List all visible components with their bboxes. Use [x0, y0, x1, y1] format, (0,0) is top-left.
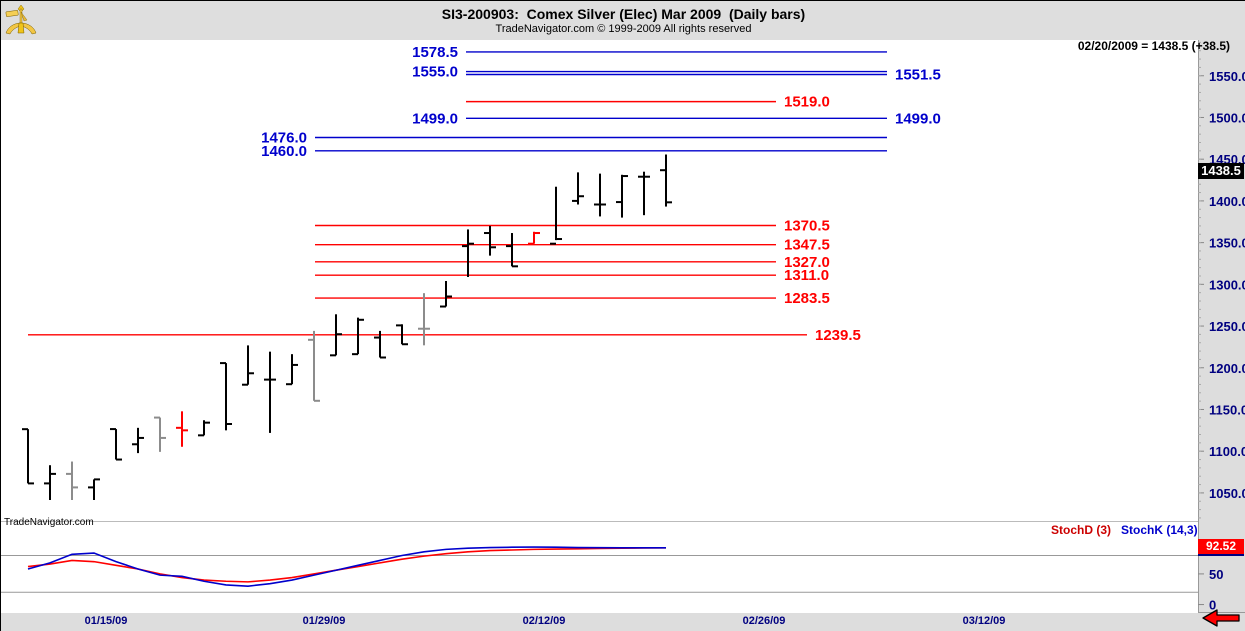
svg-text:1499.0: 1499.0	[412, 110, 458, 127]
svg-text:1283.5: 1283.5	[784, 290, 830, 307]
svg-text:1550.0: 1550.0	[1209, 69, 1245, 84]
svg-text:0: 0	[1209, 598, 1216, 613]
svg-text:1200.0: 1200.0	[1209, 361, 1245, 376]
svg-text:1578.5: 1578.5	[412, 44, 458, 61]
svg-text:1347.5: 1347.5	[784, 237, 830, 254]
svg-text:1250.0: 1250.0	[1209, 319, 1245, 334]
svg-text:StochK (14,3): StochK (14,3)	[1121, 523, 1198, 537]
svg-text:1400.0: 1400.0	[1209, 194, 1245, 209]
svg-text:50: 50	[1209, 567, 1223, 582]
svg-text:1500.0: 1500.0	[1209, 111, 1245, 126]
svg-text:1370.5: 1370.5	[784, 218, 830, 235]
svg-text:1300.0: 1300.0	[1209, 277, 1245, 292]
svg-text:1100.0: 1100.0	[1209, 444, 1245, 459]
svg-text:1519.0: 1519.0	[784, 94, 830, 111]
svg-text:StochD (3): StochD (3)	[1051, 523, 1111, 537]
svg-text:1460.0: 1460.0	[261, 143, 307, 160]
svg-text:1050.0: 1050.0	[1209, 486, 1245, 501]
svg-text:1555.0: 1555.0	[412, 64, 458, 81]
svg-text:1239.5: 1239.5	[815, 327, 861, 344]
svg-text:1350.0: 1350.0	[1209, 236, 1245, 251]
svg-text:1150.0: 1150.0	[1209, 403, 1245, 418]
svg-text:1499.0: 1499.0	[895, 110, 941, 127]
svg-text:1311.0: 1311.0	[784, 267, 829, 284]
svg-text:1551.5: 1551.5	[895, 67, 941, 84]
